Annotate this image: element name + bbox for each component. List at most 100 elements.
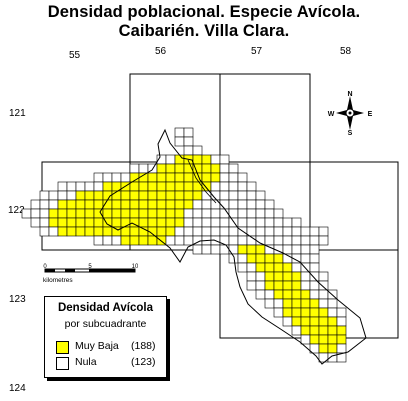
subquadrant-cell bbox=[237, 262, 248, 273]
subquadrant-cell bbox=[237, 199, 248, 210]
subquadrant-cell bbox=[147, 172, 158, 183]
subquadrant-cell bbox=[282, 316, 293, 327]
subquadrant-cell bbox=[48, 190, 59, 201]
subquadrant-cell bbox=[291, 307, 302, 318]
subquadrant-cell bbox=[165, 217, 176, 228]
legend-swatch-nula bbox=[56, 357, 69, 370]
subquadrant-cell bbox=[264, 199, 275, 210]
subquadrant-cell bbox=[219, 181, 230, 192]
subquadrant-cell bbox=[255, 289, 266, 300]
subquadrant-cell bbox=[273, 307, 284, 318]
subquadrant-cell bbox=[264, 298, 275, 309]
subquadrant-cell bbox=[210, 208, 221, 219]
grid-y-label-124: 124 bbox=[9, 383, 26, 394]
map-title-line-1: Densidad poblacional. Especie Avícola. bbox=[47, 3, 361, 21]
subquadrant-cell bbox=[93, 181, 104, 192]
subquadrant-cell bbox=[246, 190, 257, 201]
legend-count-muy-baja: (188) bbox=[131, 340, 156, 352]
subquadrant-cell bbox=[66, 217, 77, 228]
subquadrant-cell bbox=[120, 190, 131, 201]
coastline-outline bbox=[99, 128, 367, 365]
subquadrant-cell bbox=[156, 208, 167, 219]
subquadrant-cell bbox=[336, 325, 347, 336]
subquadrant-cell bbox=[291, 289, 302, 300]
subquadrant-cell bbox=[183, 235, 194, 246]
north-arrow-compass: N S W E bbox=[325, 90, 375, 137]
subquadrant-cell bbox=[228, 235, 239, 246]
subquadrant-cell bbox=[264, 226, 275, 237]
subquadrant-cell bbox=[255, 271, 266, 282]
scale-zero: 0 bbox=[43, 264, 47, 270]
subquadrant-cell bbox=[264, 289, 275, 300]
subquadrant-cell bbox=[156, 181, 167, 192]
grid-y-label-121: 121 bbox=[9, 108, 26, 119]
subquadrant-cell bbox=[138, 217, 149, 228]
subquadrant-cell bbox=[192, 154, 203, 165]
inner-road-line bbox=[187, 159, 217, 204]
subquadrant-cell bbox=[165, 226, 176, 237]
subquadrant-cell bbox=[318, 325, 329, 336]
subquadrant-cell bbox=[318, 235, 329, 246]
subquadrant-cell bbox=[309, 316, 320, 327]
subquadrant-cell bbox=[264, 244, 275, 255]
subquadrant-cell bbox=[219, 235, 230, 246]
subquadrant-cell bbox=[309, 289, 320, 300]
subquadrant-cell bbox=[111, 172, 122, 183]
subquadrant-cell bbox=[39, 217, 50, 228]
subquadrant-cell bbox=[282, 226, 293, 237]
subquadrant-cell bbox=[228, 199, 239, 210]
subquadrant-cell bbox=[264, 280, 275, 291]
subquadrant-grid bbox=[21, 127, 347, 363]
subquadrant-cell bbox=[291, 217, 302, 228]
subquadrant-cell bbox=[291, 325, 302, 336]
subquadrant-cell bbox=[264, 262, 275, 273]
subquadrant-cell bbox=[183, 217, 194, 228]
subquadrant-cell bbox=[318, 343, 329, 354]
subquadrant-cell bbox=[174, 136, 185, 147]
subquadrant-cell bbox=[300, 325, 311, 336]
subquadrant-cell bbox=[237, 244, 248, 255]
subquadrant-cell bbox=[138, 190, 149, 201]
subquadrant-cell bbox=[309, 307, 320, 318]
subquadrant-cell bbox=[129, 190, 140, 201]
subquadrant-cell bbox=[255, 208, 266, 219]
subquadrant-cell bbox=[228, 190, 239, 201]
subquadrant-cell bbox=[336, 316, 347, 327]
subquadrant-cell bbox=[318, 307, 329, 318]
subquadrant-cell bbox=[183, 208, 194, 219]
subquadrant-cell bbox=[291, 298, 302, 309]
subquadrant-cell bbox=[273, 208, 284, 219]
subquadrant-cell bbox=[192, 181, 203, 192]
subquadrant-cell bbox=[39, 190, 50, 201]
subquadrant-cell bbox=[255, 190, 266, 201]
subquadrant-cell bbox=[174, 199, 185, 210]
subquadrant-cell bbox=[75, 181, 86, 192]
subquadrant-cell bbox=[318, 289, 329, 300]
compass-s: S bbox=[348, 130, 353, 135]
subquadrant-cell bbox=[246, 271, 257, 282]
subquadrant-cell bbox=[201, 172, 212, 183]
subquadrant-cell bbox=[237, 217, 248, 228]
subquadrant-cell bbox=[219, 163, 230, 174]
subquadrant-cell bbox=[183, 172, 194, 183]
subquadrant-cell bbox=[300, 235, 311, 246]
subquadrant-cell bbox=[237, 172, 248, 183]
subquadrant-cell bbox=[228, 226, 239, 237]
subquadrant-cell bbox=[129, 181, 140, 192]
subquadrant-cell bbox=[273, 271, 284, 282]
subquadrant-cell bbox=[138, 199, 149, 210]
subquadrant-cell bbox=[327, 343, 338, 354]
subquadrant-cell bbox=[84, 199, 95, 210]
subquadrant-cell bbox=[300, 334, 311, 345]
subquadrant-cell bbox=[183, 199, 194, 210]
subquadrant-cell bbox=[300, 289, 311, 300]
subquadrant-cell bbox=[282, 298, 293, 309]
subquadrant-cell bbox=[336, 307, 347, 318]
subquadrant-cell bbox=[327, 298, 338, 309]
subquadrant-cell bbox=[264, 271, 275, 282]
subquadrant-cell bbox=[66, 208, 77, 219]
subquadrant-cell bbox=[300, 280, 311, 291]
subquadrant-cell bbox=[273, 235, 284, 246]
subquadrant-cell bbox=[165, 199, 176, 210]
subquadrant-cell bbox=[327, 325, 338, 336]
